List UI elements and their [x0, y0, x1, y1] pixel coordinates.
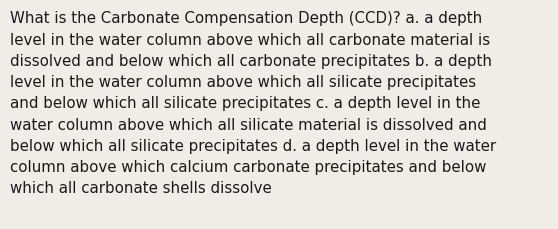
Text: What is the Carbonate Compensation Depth (CCD)? a. a depth
level in the water co: What is the Carbonate Compensation Depth… — [10, 11, 496, 196]
